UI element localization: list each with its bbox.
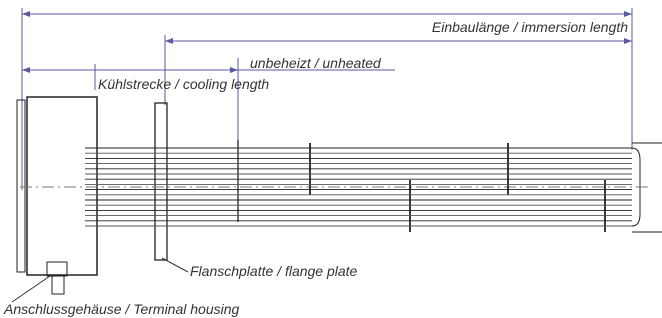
dimension-lines <box>22 8 632 190</box>
dimension-label: Kühlstrecke / cooling length <box>98 76 269 92</box>
callout-label: Anschlussgehäuse / Terminal housing <box>3 301 240 317</box>
dimension-label: Einbaulänge / immersion length <box>432 19 628 35</box>
dimension-label: unbeheizt / unheated <box>250 55 382 71</box>
drawing: Einbaulänge / immersion length unbeheizt… <box>0 0 662 318</box>
callout-label: Flanschplatte / flange plate <box>190 263 358 279</box>
